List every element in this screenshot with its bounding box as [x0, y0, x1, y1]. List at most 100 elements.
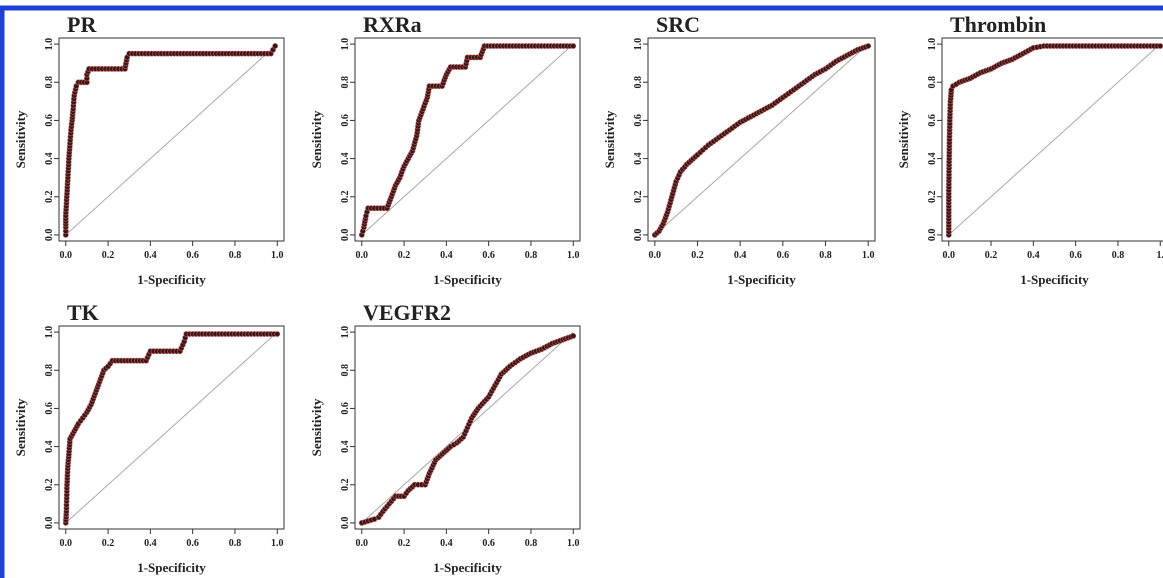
y-tick-label: 0.6: [633, 114, 644, 127]
y-tick-label: 0.6: [340, 402, 351, 415]
x-tick-label: 0.4: [144, 250, 157, 261]
reference-diagonal: [65, 331, 278, 524]
y-tick-label: 0.6: [44, 402, 55, 415]
y-tick-label: 0.0: [340, 517, 351, 530]
y-axis-label: Sensitivity: [309, 398, 324, 456]
plot-frame: [58, 325, 285, 530]
x-tick-label: 0.0: [60, 538, 73, 549]
y-tick-label: 0.4: [633, 152, 644, 165]
y-tick-label: 0.2: [44, 190, 55, 203]
roc-panel: SRC 0.0 0.2 0.4 0.6 0.8 1.0 0.0 0.2 0.4 0.6 0.8 1.0 1…: [602, 12, 876, 287]
roc-markers: [945, 43, 1163, 238]
x-tick-label: 0.6: [482, 538, 495, 549]
chart-title: TK: [67, 300, 99, 325]
y-tick-label: 0.2: [340, 478, 351, 491]
y-tick-label: 0.2: [44, 478, 55, 491]
x-tick-label: 1.0: [271, 250, 284, 261]
y-tick-label: 0.8: [44, 76, 55, 89]
x-tick-label: 0.4: [734, 250, 747, 261]
x-tick-label: 1.0: [271, 538, 284, 549]
y-tick-label: 0.0: [340, 229, 351, 242]
chart-title: PR: [67, 12, 97, 37]
y-axis-label: Sensitivity: [309, 110, 324, 168]
y-tick-label: 0.4: [44, 152, 55, 165]
chart-title: SRC: [656, 12, 700, 37]
y-tick-label: 0.8: [633, 76, 644, 89]
x-tick-label: 0.8: [229, 538, 242, 549]
chart-title: Thrombin: [950, 12, 1046, 37]
y-tick-label: 1.0: [340, 326, 351, 339]
x-tick-label: 0.0: [60, 250, 73, 261]
y-tick-label: 0.4: [340, 440, 351, 453]
roc-point: [274, 331, 281, 337]
x-axis-label: 1-Specificity: [137, 272, 206, 287]
roc-panels: PR 0.0 0.2 0.4 0.6 0.8 1.0 0.0 0.2 0.4 0.6 0.8 1.0 1-…: [13, 12, 1163, 575]
x-tick-label: 0.8: [1112, 250, 1125, 261]
y-tick-label: 0.6: [340, 114, 351, 127]
x-axis-label: 1-Specificity: [727, 272, 796, 287]
plot-frame: [647, 37, 876, 242]
x-tick-label: 0.6: [186, 538, 199, 549]
roc-point: [570, 333, 577, 339]
reference-diagonal: [361, 43, 574, 236]
y-tick-label: 0.2: [340, 190, 351, 203]
roc-markers: [62, 43, 279, 238]
y-tick-label: 0.8: [340, 76, 351, 89]
chart-title: RXRa: [363, 12, 422, 37]
x-tick-label: 1.0: [567, 538, 580, 549]
x-axis-label: 1-Specificity: [433, 272, 502, 287]
plot-frame: [354, 325, 581, 530]
y-tick-label: 1.0: [44, 326, 55, 339]
roc-point: [570, 43, 577, 49]
x-tick-label: 0.8: [229, 250, 242, 261]
x-tick-label: 1.: [1157, 250, 1163, 261]
y-tick-label: 0.4: [340, 152, 351, 165]
x-axis-label: 1-Specificity: [137, 560, 206, 575]
x-tick-label: 0.0: [943, 250, 956, 261]
x-tick-label: 0.2: [985, 250, 998, 261]
roc-panel: RXRa 0.0 0.2 0.4 0.6 0.8 1.0 0.0 0.2 0.4 0.6 0.8 1.0…: [309, 12, 581, 287]
x-tick-label: 0.6: [482, 250, 495, 261]
y-tick-label: 0.8: [44, 364, 55, 377]
x-tick-label: 0.8: [525, 250, 538, 261]
y-tick-label: 1.0: [340, 38, 351, 51]
x-axis-label: 1-Specificity: [433, 560, 502, 575]
y-tick-label: 0.0: [927, 229, 938, 242]
y-tick-label: 0.4: [927, 152, 938, 165]
x-tick-label: 1.0: [862, 250, 875, 261]
y-axis-label: Sensitivity: [896, 110, 911, 168]
roc-panel: TK 0.0 0.2 0.4 0.6 0.8 1.0 0.0 0.2 0.4 0.6 0.8 1.0 1-…: [13, 300, 285, 575]
x-tick-label: 0.8: [819, 250, 832, 261]
y-tick-label: 0.8: [340, 364, 351, 377]
x-tick-label: 0.0: [356, 538, 369, 549]
reference-diagonal: [65, 43, 278, 236]
x-tick-label: 0.0: [649, 250, 662, 261]
x-tick-label: 0.2: [102, 538, 115, 549]
reference-diagonal: [948, 43, 1161, 236]
x-tick-label: 0.4: [440, 250, 453, 261]
x-tick-label: 0.0: [356, 250, 369, 261]
roc-markers: [358, 333, 577, 526]
x-tick-label: 0.4: [440, 538, 453, 549]
y-tick-label: 0.2: [633, 190, 644, 203]
x-tick-label: 0.2: [691, 250, 704, 261]
x-tick-label: 0.2: [398, 250, 411, 261]
roc-point: [272, 43, 279, 49]
roc-panel: Thrombin 0.0 0.2 0.4 0.6 0.8 1. 0.0 0.2 0.4 0.6 0.8…: [896, 12, 1163, 287]
y-tick-label: 0.6: [927, 114, 938, 127]
plot-frame: [941, 37, 1163, 242]
reference-diagonal: [654, 43, 869, 236]
roc-point: [865, 43, 872, 49]
x-tick-label: 0.4: [1027, 250, 1040, 261]
x-tick-label: 0.4: [144, 538, 157, 549]
y-axis-label: Sensitivity: [13, 110, 28, 168]
y-tick-label: 1.0: [927, 38, 938, 51]
roc-point: [1157, 43, 1163, 49]
plot-frame: [354, 37, 581, 242]
page-border: [0, 5, 1163, 578]
y-axis-label: Sensitivity: [13, 398, 28, 456]
y-tick-label: 0.0: [44, 517, 55, 530]
y-tick-label: 0.0: [633, 229, 644, 242]
y-axis-label: Sensitivity: [602, 110, 617, 168]
